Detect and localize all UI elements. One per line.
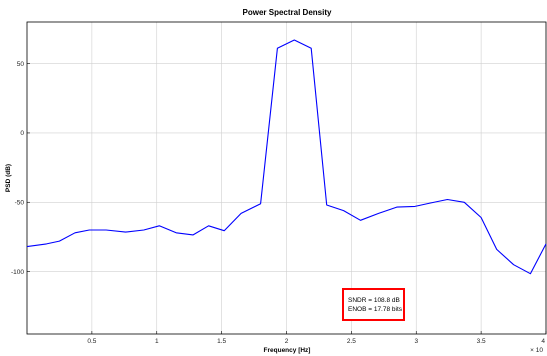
x-tick-label: 2.5 — [347, 338, 356, 345]
series-group — [26, 39, 547, 275]
x-tick-label: 4 — [541, 338, 545, 345]
psd-series-line — [26, 39, 547, 275]
x-tick-label: 3 — [414, 338, 418, 345]
y-tick-label: 50 — [17, 61, 25, 68]
y-tick-label: 0 — [20, 130, 24, 137]
x-tick-label: 0.5 — [87, 338, 96, 345]
x-tick-label: 1 — [155, 338, 159, 345]
y-tick-label: -50 — [15, 199, 25, 206]
annotation-box: SNDR = 108.8 dB ENOB = 17.78 bits — [342, 288, 405, 321]
x-tick-label: 3.5 — [477, 338, 486, 345]
chart-title: Power Spectral Density — [243, 8, 332, 17]
annotation-sndr: SNDR = 108.8 dB — [348, 297, 400, 304]
x-axis-multiplier: × 10 — [530, 347, 543, 354]
y-tick-label: -100 — [11, 269, 24, 276]
x-axis-label: Frequency [Hz] — [264, 347, 311, 354]
annotation-frame — [342, 288, 405, 321]
axis-ticks: 0.5 1 1.5 2 2.5 3 3.5 4 50 0 -50 -100 — [11, 61, 547, 345]
x-tick-label: 1.5 — [217, 338, 226, 345]
x-tick-label: 2 — [285, 338, 289, 345]
y-axis-label: PSD (dB) — [5, 164, 12, 192]
annotation-enob: ENOB = 17.78 bits — [348, 306, 403, 313]
